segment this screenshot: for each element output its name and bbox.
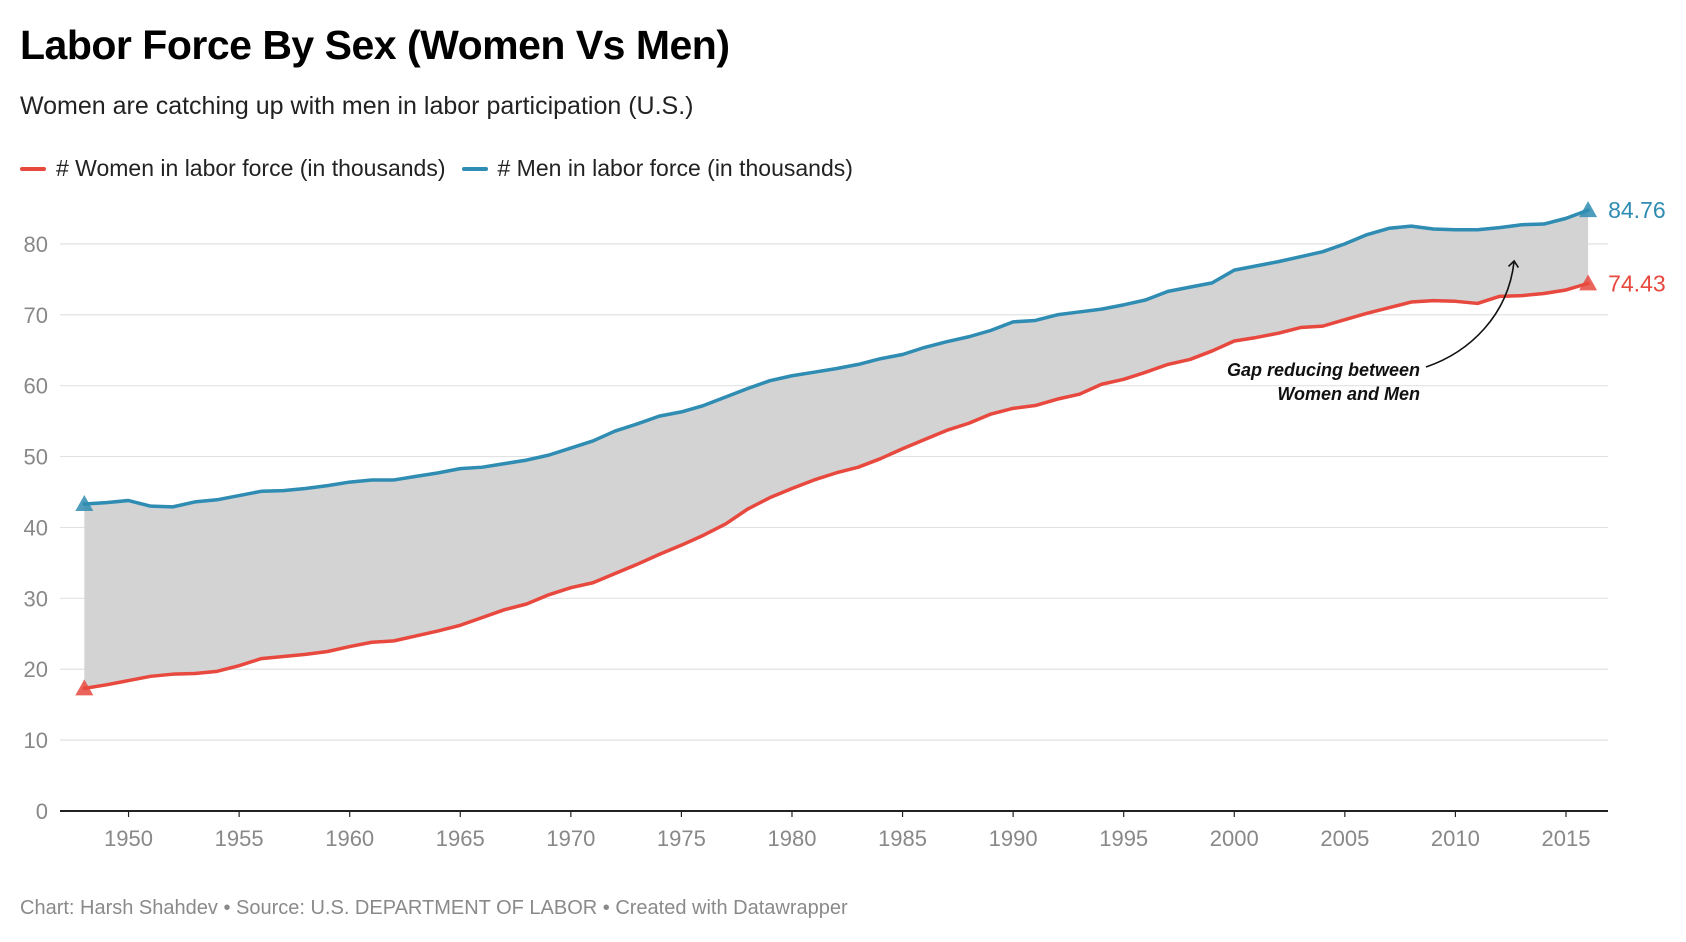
end-label-men: 84.76	[1608, 197, 1666, 223]
x-tick-label-1995: 1995	[1099, 826, 1148, 851]
annotation-line-1: Gap reducing between	[1227, 360, 1420, 380]
x-tick-label-1955: 1955	[215, 826, 264, 851]
x-axis-ticks: 1950 1955 1960 1965 1970 1975 1980 1985 1990 1995…	[104, 811, 1590, 851]
line-men	[82, 208, 1590, 509]
x-tick-label-2005: 2005	[1320, 826, 1369, 851]
series-lines	[82, 208, 1590, 691]
y-axis-ticks: 0 10 20 30 40 50 60 70 80	[24, 232, 48, 824]
legend-item-women: # Women in labor force (in thousands)	[20, 155, 446, 182]
x-tick-label-2000: 2000	[1210, 826, 1259, 851]
line-women	[82, 281, 1590, 691]
end-label-women: 74.43	[1608, 270, 1666, 296]
x-tick-label-1950: 1950	[104, 826, 153, 851]
x-tick-label-2015: 2015	[1542, 826, 1591, 851]
y-tick-label-70: 70	[24, 303, 48, 328]
y-tick-label-10: 10	[24, 728, 48, 753]
x-tick-label-1960: 1960	[325, 826, 374, 851]
x-tick-label-1965: 1965	[436, 826, 485, 851]
x-tick-label-1980: 1980	[768, 826, 817, 851]
legend: # Women in labor force (in thousands) # …	[20, 155, 869, 182]
y-tick-label-20: 20	[24, 657, 48, 682]
chart-title: Labor Force By Sex (Women Vs Men)	[20, 22, 730, 68]
legend-swatch-women	[20, 166, 46, 171]
x-tick-label-1990: 1990	[989, 826, 1038, 851]
x-tick-label-2010: 2010	[1431, 826, 1480, 851]
marker-women-end	[1579, 274, 1598, 291]
gap-area	[84, 210, 1589, 689]
annotation: Gap reducing between Women and Men	[1227, 259, 1520, 404]
x-tick-label-1970: 1970	[546, 826, 595, 851]
y-tick-label-80: 80	[24, 232, 48, 257]
chart-subtitle: Women are catching up with men in labor …	[20, 92, 694, 120]
marker-men-start	[75, 495, 94, 512]
marker-women-start	[75, 679, 94, 696]
gap-area-layer	[84, 210, 1589, 689]
legend-item-men: # Men in labor force (in thousands)	[461, 155, 853, 182]
x-tick-label-1985: 1985	[878, 826, 927, 851]
legend-swatch-men	[461, 166, 488, 171]
y-tick-label-0: 0	[36, 799, 48, 824]
end-markers	[75, 201, 1598, 696]
marker-men-end	[1579, 201, 1598, 218]
chart-footer: Chart: Harsh Shahdev • Source: U.S. DEPA…	[20, 897, 848, 919]
annotation-arrow	[1425, 259, 1520, 368]
legend-label-women: # Women in labor force (in thousands)	[56, 155, 446, 181]
y-tick-label-50: 50	[24, 445, 48, 470]
annotation-line-2: Women and Men	[1277, 384, 1420, 404]
end-labels: 74.43 84.76	[1608, 197, 1666, 296]
y-tick-label-40: 40	[24, 515, 48, 540]
legend-label-men: # Men in labor force (in thousands)	[497, 155, 853, 181]
y-tick-label-30: 30	[24, 586, 48, 611]
x-tick-label-1975: 1975	[657, 826, 706, 851]
y-tick-label-60: 60	[24, 374, 48, 399]
